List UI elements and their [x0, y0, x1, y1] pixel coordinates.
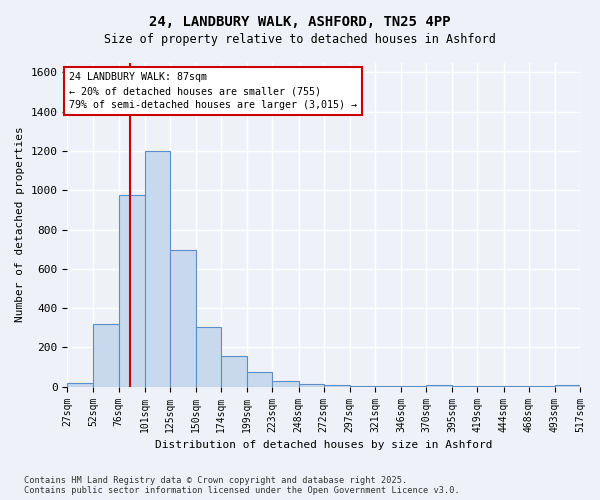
Text: Size of property relative to detached houses in Ashford: Size of property relative to detached ho…: [104, 32, 496, 46]
Bar: [247, 372, 272, 386]
Bar: [119, 195, 145, 386]
X-axis label: Distribution of detached houses by size in Ashford: Distribution of detached houses by size …: [155, 440, 493, 450]
Bar: [323, 384, 350, 386]
Bar: [272, 381, 299, 386]
Text: Contains HM Land Registry data © Crown copyright and database right 2025.
Contai: Contains HM Land Registry data © Crown c…: [24, 476, 460, 495]
Bar: [555, 384, 580, 386]
Bar: [196, 327, 221, 386]
Bar: [67, 383, 94, 386]
Bar: [426, 385, 452, 386]
Bar: [299, 384, 323, 386]
Y-axis label: Number of detached properties: Number of detached properties: [15, 126, 25, 322]
Bar: [170, 250, 196, 386]
Bar: [145, 151, 170, 386]
Bar: [221, 356, 247, 386]
Text: 24, LANDBURY WALK, ASHFORD, TN25 4PP: 24, LANDBURY WALK, ASHFORD, TN25 4PP: [149, 15, 451, 29]
Bar: [94, 324, 119, 386]
Text: 24 LANDBURY WALK: 87sqm
← 20% of detached houses are smaller (755)
79% of semi-d: 24 LANDBURY WALK: 87sqm ← 20% of detache…: [70, 72, 358, 110]
